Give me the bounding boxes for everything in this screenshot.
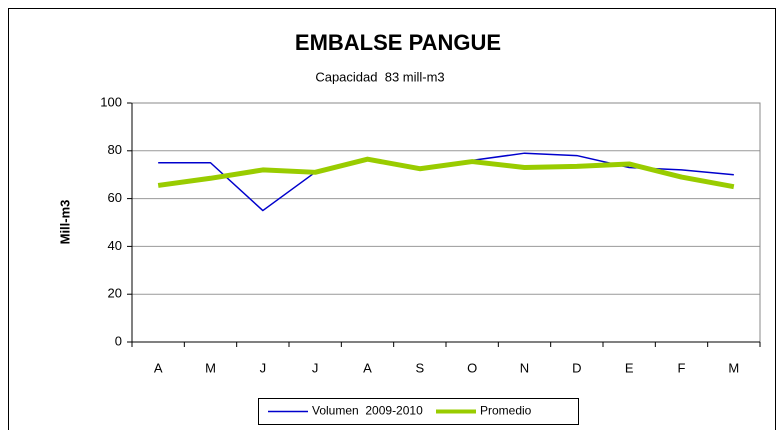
legend-label: Promedio: [480, 404, 532, 418]
y-axis-label: Mill-m3: [57, 200, 72, 245]
x-tick-label: S: [415, 360, 424, 375]
x-tick-label: A: [363, 360, 372, 375]
x-tick-label: M: [728, 360, 739, 375]
chart-subtitle: Capacidad 83 mill-m3: [315, 69, 444, 84]
x-tick-label: J: [312, 360, 319, 375]
y-tick-label: 100: [100, 94, 122, 109]
chart-frame: [8, 8, 776, 430]
series-line: [157, 156, 735, 190]
y-tick-label: 0: [115, 333, 122, 348]
legend-box: [258, 398, 579, 425]
y-tick-label: 40: [108, 238, 122, 253]
x-tick-label: F: [678, 360, 686, 375]
y-tick-label: 80: [108, 142, 122, 157]
x-tick-label: N: [520, 360, 529, 375]
legend-label: Volumen 2009-2010: [312, 404, 423, 418]
x-tick-label: D: [572, 360, 581, 375]
x-tick-label: M: [205, 360, 216, 375]
x-tick-label: J: [260, 360, 267, 375]
x-tick-label: A: [154, 360, 163, 375]
x-tick-label: O: [467, 360, 477, 375]
chart-title: EMBALSE PANGUE: [295, 30, 501, 55]
y-tick-label: 60: [108, 190, 122, 205]
x-tick-label: E: [625, 360, 634, 375]
y-tick-label: 20: [108, 286, 122, 301]
